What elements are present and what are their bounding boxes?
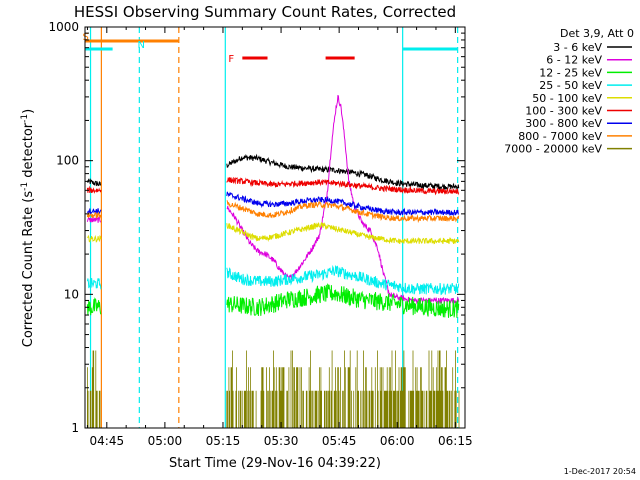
- series-line-50 - 100 keV: [226, 222, 460, 245]
- legend-label: 6 - 12 keV: [546, 54, 602, 67]
- series-line-300 - 800 keV: [226, 191, 459, 217]
- x-tick-label: 04:45: [90, 434, 125, 448]
- series-line-800 - 7000 keV: [226, 200, 460, 224]
- series-line-6 - 12 keV: [86, 216, 102, 223]
- legend-label: 7000 - 20000 keV: [504, 143, 602, 156]
- legend-label: 100 - 300 keV: [525, 105, 602, 118]
- legend-label: 12 - 25 keV: [539, 66, 602, 79]
- plot-frame: [84, 26, 466, 429]
- series-line-100 - 300 keV: [86, 185, 102, 194]
- series-line-25 - 50 keV: [226, 264, 460, 296]
- legend-title: Det 3,9, Att 0: [560, 27, 634, 40]
- annotation-label: F: [228, 54, 234, 65]
- x-tick-label: 05:45: [322, 434, 357, 448]
- footer-date: 1-Dec-2017 20:54: [564, 467, 636, 476]
- y-axis-label-exponent: -1: [20, 182, 30, 191]
- series-line-3 - 6 keV: [226, 153, 460, 191]
- y-tick-label: 10: [64, 287, 79, 301]
- y-axis-label: Corrected Count Rate (s-1 detector-1): [20, 109, 36, 347]
- y-tick-label: 1000: [48, 20, 79, 34]
- legend-label: 300 - 800 keV: [525, 117, 602, 130]
- annotation-label: S: [83, 32, 89, 43]
- x-tick-label: 06:00: [380, 434, 415, 448]
- x-axis: 04:45 05:00 05:15 05:30 05:45 06:00 06:15: [86, 27, 473, 448]
- y-axis: 1 10 100 1000: [48, 20, 465, 435]
- series-line-25 - 50 keV: [86, 277, 102, 290]
- y-axis-label-part: Corrected Count Rate (s: [21, 191, 36, 348]
- y-axis-label-part: ): [21, 109, 36, 114]
- y-tick-label: 1: [71, 421, 79, 435]
- series-line-7000 - 20000 keV: [226, 350, 460, 428]
- annotation-label: N: [138, 40, 145, 51]
- x-tick-label: 05:15: [206, 434, 241, 448]
- x-tick-label: 06:15: [438, 434, 473, 448]
- y-axis-label-part: detector: [21, 122, 36, 182]
- y-axis-label-exponent: -1: [20, 114, 30, 123]
- series-line-3 - 6 keV: [86, 178, 102, 187]
- series-line-12 - 25 keV: [226, 283, 460, 318]
- x-tick-label: 05:30: [264, 434, 299, 448]
- series-line-12 - 25 keV: [86, 297, 102, 316]
- legend-label: 3 - 6 keV: [553, 41, 602, 54]
- chart-title: HESSI Observing Summary Count Rates, Cor…: [74, 3, 456, 21]
- x-axis-label: Start Time (29-Nov-16 04:39:22): [169, 456, 381, 471]
- plot-area: S N F: [83, 27, 460, 428]
- legend-label: 800 - 7000 keV: [518, 130, 602, 143]
- series-line-7000 - 20000 keV: [87, 350, 101, 428]
- series-line-50 - 100 keV: [87, 234, 102, 243]
- series-line-100 - 300 keV: [226, 176, 460, 196]
- legend-label: 50 - 100 keV: [532, 92, 602, 105]
- y-tick-label: 100: [56, 154, 79, 168]
- x-tick-label: 05:00: [148, 434, 183, 448]
- series-line-800 - 7000 keV: [86, 211, 102, 219]
- series-line-300 - 800 keV: [86, 208, 102, 216]
- legend-label: 25 - 50 keV: [539, 79, 602, 92]
